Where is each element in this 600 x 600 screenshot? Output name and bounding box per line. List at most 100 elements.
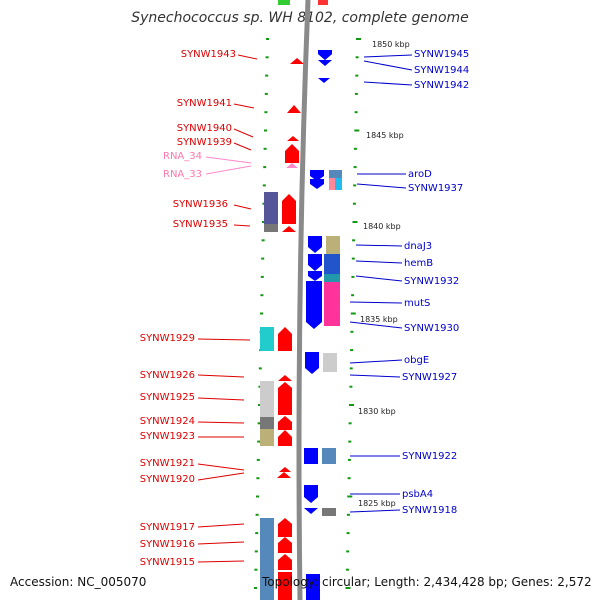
tick-right <box>351 294 355 297</box>
label-SYNW1916[interactable]: SYNW1916 <box>140 539 195 550</box>
gene-SYNW1918[interactable] <box>304 508 318 514</box>
gene-SYNW1917[interactable] <box>278 518 292 537</box>
label-SYNW1924[interactable]: SYNW1924 <box>140 416 195 427</box>
gene-psbA4[interactable] <box>304 485 318 503</box>
accession-text: Accession: NC_005070 <box>10 575 146 589</box>
tick-left <box>256 495 259 498</box>
label-SYNW1917[interactable]: SYNW1917 <box>140 522 195 533</box>
gene-SYNW1929-box[interactable] <box>260 327 274 351</box>
gene-SYNW1924-box[interactable] <box>260 417 274 429</box>
gene-hemB-box[interactable] <box>324 254 340 274</box>
tick-right <box>352 221 358 223</box>
gene-SYNW1937-box[interactable] <box>335 170 342 190</box>
gene-SYNW1932[interactable] <box>308 271 322 281</box>
gene-SYNW1920[interactable] <box>277 472 291 478</box>
label-aroD[interactable]: aroD <box>408 169 432 180</box>
label-SYNW1943[interactable]: SYNW1943 <box>181 49 236 60</box>
label-mutS[interactable]: mutS <box>404 298 430 309</box>
label-SYNW1927[interactable]: SYNW1927 <box>402 372 457 383</box>
map-title: Synechococcus sp. WH 8102, complete geno… <box>131 10 469 26</box>
gene-SYNW1918-box[interactable] <box>322 508 336 516</box>
label-SYNW1915[interactable]: SYNW1915 <box>140 557 195 568</box>
topology-text: Topology: circular; Length: 2,434,428 bp… <box>261 575 592 589</box>
tick-left <box>255 532 259 535</box>
gene-SYNW1915[interactable] <box>278 554 292 570</box>
label-SYNW1918[interactable]: SYNW1918 <box>402 505 457 516</box>
scale-label-1835: 1835 kbp <box>360 315 398 324</box>
tick-right <box>353 184 357 187</box>
label-SYNW1936[interactable]: SYNW1936 <box>173 199 228 210</box>
gene-aroD-2[interactable] <box>310 179 324 189</box>
label-RNA_34[interactable]: RNA_34 <box>163 151 202 162</box>
gene-SYNW1940[interactable] <box>287 136 299 141</box>
gene-mutS[interactable] <box>306 281 322 329</box>
label-SYNW1930[interactable]: SYNW1930 <box>404 323 459 334</box>
gene-SYNW1923[interactable] <box>278 430 292 446</box>
label-dnaJ3[interactable]: dnaJ3 <box>404 241 432 252</box>
gene-SYNW1945-arrow[interactable] <box>318 50 332 60</box>
tick-right <box>350 330 354 333</box>
gene-bottom-partial <box>306 574 320 600</box>
label-SYNW1940[interactable]: SYNW1940 <box>177 123 232 134</box>
gene-mutS-box[interactable] <box>324 282 340 326</box>
gene-SYNW1921[interactable] <box>279 467 291 472</box>
gene-SYNW1924[interactable] <box>278 416 292 430</box>
tick-left <box>263 166 267 169</box>
gene-aroD-box[interactable] <box>329 170 335 190</box>
scale-label-1850: 1850 kbp <box>372 40 410 49</box>
label-SYNW1945[interactable]: SYNW1945 <box>414 49 469 60</box>
gene-dnaJ3-box[interactable] <box>326 236 340 254</box>
gene-SYNW1922-box-a[interactable] <box>304 448 318 464</box>
gene-SYNW1922-box[interactable] <box>322 448 336 464</box>
gene-SYNW1923-box[interactable] <box>260 429 274 446</box>
tick-left <box>257 440 261 443</box>
label-SYNW1922[interactable]: SYNW1922 <box>402 451 457 462</box>
gene-SYNW1944[interactable] <box>318 60 332 66</box>
label-SYNW1942[interactable]: SYNW1942 <box>414 80 469 91</box>
label-SYNW1923[interactable]: SYNW1923 <box>140 431 195 442</box>
gene-SYNW1917-box[interactable] <box>260 518 274 600</box>
rna-RNA_34[interactable] <box>286 163 298 168</box>
gene-hemB[interactable] <box>308 254 322 271</box>
label-SYNW1921[interactable]: SYNW1921 <box>140 458 195 469</box>
gene-aroD[interactable] <box>310 170 324 181</box>
gene-SYNW1941[interactable] <box>287 105 301 113</box>
gene-SYNW1929[interactable] <box>278 327 292 351</box>
label-SYNW1929[interactable]: SYNW1929 <box>140 333 195 344</box>
gene-SYNW1925[interactable] <box>278 382 292 415</box>
label-hemB[interactable]: hemB <box>404 258 433 269</box>
gene-SYNW1926-box[interactable] <box>260 381 274 417</box>
gene-SYNW1926[interactable] <box>278 375 292 381</box>
gene-SYNW1936[interactable] <box>282 194 296 224</box>
label-SYNW1932[interactable]: SYNW1932 <box>404 276 459 287</box>
gene-SYNW1936-box[interactable] <box>264 192 278 224</box>
tick-left <box>262 184 266 187</box>
label-SYNW1937[interactable]: SYNW1937 <box>408 183 463 194</box>
gene-SYNW1916[interactable] <box>278 537 292 553</box>
gene-obgE[interactable] <box>305 352 319 374</box>
gene-SYNW1935[interactable] <box>282 226 296 232</box>
tick-right <box>353 166 357 169</box>
gene-SYNW1932-box[interactable] <box>324 274 340 282</box>
label-SYNW1941[interactable]: SYNW1941 <box>177 98 232 109</box>
tick-left <box>256 477 260 480</box>
gene-SYNW1939[interactable] <box>285 144 299 163</box>
label-SYNW1926[interactable]: SYNW1926 <box>140 370 195 381</box>
tick-left <box>256 458 260 461</box>
label-SYNW1925[interactable]: SYNW1925 <box>140 392 195 403</box>
label-SYNW1920[interactable]: SYNW1920 <box>140 474 195 485</box>
tick-right <box>345 587 351 589</box>
label-RNA_33[interactable]: RNA_33 <box>163 169 202 180</box>
tick-left <box>260 275 264 278</box>
label-psbA4[interactable]: psbA4 <box>402 489 433 500</box>
label-SYNW1944[interactable]: SYNW1944 <box>414 65 469 76</box>
gene-SYNW1943[interactable] <box>290 58 304 64</box>
label-obgE[interactable]: obgE <box>404 355 429 366</box>
gene-obgE-box[interactable] <box>323 353 337 372</box>
label-SYNW1935[interactable]: SYNW1935 <box>173 219 228 230</box>
gene-SYNW1942[interactable] <box>318 78 330 83</box>
gene-dnaJ3[interactable] <box>308 236 322 253</box>
label-SYNW1939[interactable]: SYNW1939 <box>177 137 232 148</box>
left-leader-lines <box>197 54 258 563</box>
